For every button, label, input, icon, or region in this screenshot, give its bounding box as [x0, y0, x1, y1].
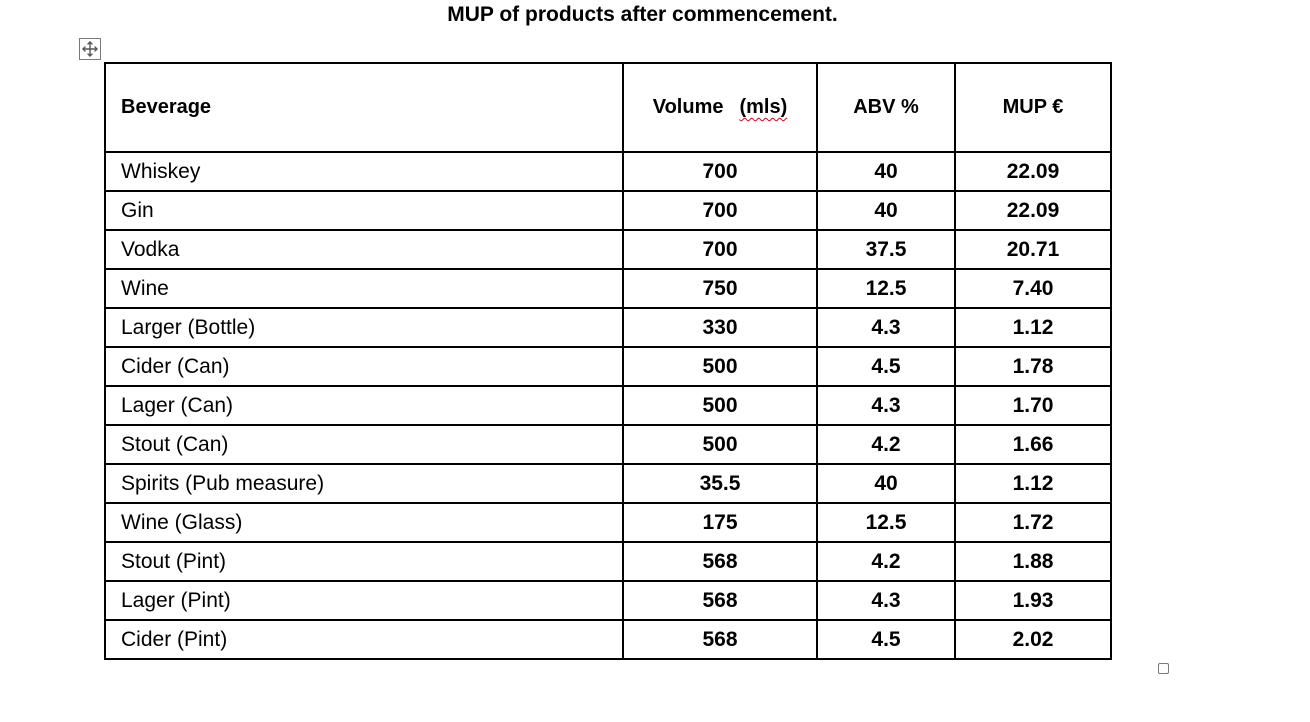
cell-abv[interactable]: 40 [816, 151, 956, 192]
cell-volume[interactable]: 700 [622, 229, 818, 270]
header-mup[interactable]: MUP € [954, 62, 1112, 153]
cell-beverage[interactable]: Spirits (Pub measure) [104, 463, 624, 504]
cell-beverage[interactable]: Cider (Pint) [104, 619, 624, 660]
table-row: Cider (Can) 500 4.5 1.78 [104, 346, 1112, 387]
cell-volume[interactable]: 700 [622, 190, 818, 231]
table-header-row: Beverage Volume (mls) ABV % MUP € [104, 62, 1112, 153]
cell-mup[interactable]: 1.93 [954, 580, 1112, 621]
cell-beverage[interactable]: Larger (Bottle) [104, 307, 624, 348]
table-row: Spirits (Pub measure) 35.5 40 1.12 [104, 463, 1112, 504]
cell-abv[interactable]: 12.5 [816, 268, 956, 309]
cell-volume[interactable]: 500 [622, 385, 818, 426]
cell-abv[interactable]: 40 [816, 190, 956, 231]
cell-mup[interactable]: 1.70 [954, 385, 1112, 426]
document-title: MUP of products after commencement. [447, 3, 838, 26]
cell-beverage[interactable]: Wine [104, 268, 624, 309]
table-body: Whiskey 700 40 22.09 Gin 700 40 22.09 Vodka 700 37… [104, 151, 1112, 660]
table-row: Lager (Pint) 568 4.3 1.93 [104, 580, 1112, 621]
cell-volume[interactable]: 500 [622, 346, 818, 387]
cell-mup[interactable]: 7.40 [954, 268, 1112, 309]
cell-volume[interactable]: 568 [622, 541, 818, 582]
header-volume-word: Volume [652, 96, 724, 118]
cell-beverage[interactable]: Lager (Pint) [104, 580, 624, 621]
cell-abv[interactable]: 4.3 [816, 580, 956, 621]
cell-mup[interactable]: 22.09 [954, 151, 1112, 192]
cell-beverage[interactable]: Whiskey [104, 151, 624, 192]
cell-abv[interactable]: 4.3 [816, 385, 956, 426]
cell-volume[interactable]: 750 [622, 268, 818, 309]
cell-beverage[interactable]: Cider (Can) [104, 346, 624, 387]
cell-abv[interactable]: 4.3 [816, 307, 956, 348]
cell-beverage[interactable]: Vodka [104, 229, 624, 270]
table-row: Whiskey 700 40 22.09 [104, 151, 1112, 192]
cell-volume[interactable]: 175 [622, 502, 818, 543]
cell-volume[interactable]: 35.5 [622, 463, 818, 504]
cell-abv[interactable]: 40 [816, 463, 956, 504]
table-row: Wine 750 12.5 7.40 [104, 268, 1112, 309]
table-row: Stout (Can) 500 4.2 1.66 [104, 424, 1112, 465]
cell-volume[interactable]: 500 [622, 424, 818, 465]
cell-mup[interactable]: 1.88 [954, 541, 1112, 582]
cell-abv[interactable]: 4.5 [816, 346, 956, 387]
table-move-handle-icon[interactable] [79, 38, 101, 60]
cell-abv[interactable]: 4.2 [816, 424, 956, 465]
cell-mup[interactable]: 1.78 [954, 346, 1112, 387]
cell-mup[interactable]: 1.66 [954, 424, 1112, 465]
cell-mup[interactable]: 1.72 [954, 502, 1112, 543]
cell-beverage[interactable]: Stout (Pint) [104, 541, 624, 582]
cell-mup[interactable]: 2.02 [954, 619, 1112, 660]
header-volume[interactable]: Volume (mls) [622, 62, 818, 153]
cell-beverage[interactable]: Gin [104, 190, 624, 231]
table-row: Lager (Can) 500 4.3 1.70 [104, 385, 1112, 426]
table-resize-handle-icon[interactable] [1158, 663, 1169, 674]
cell-mup[interactable]: 1.12 [954, 307, 1112, 348]
cell-mup[interactable]: 20.71 [954, 229, 1112, 270]
cell-volume[interactable]: 700 [622, 151, 818, 192]
table-row: Gin 700 40 22.09 [104, 190, 1112, 231]
cell-beverage[interactable]: Stout (Can) [104, 424, 624, 465]
cell-volume[interactable]: 330 [622, 307, 818, 348]
cell-volume[interactable]: 568 [622, 619, 818, 660]
cell-mup[interactable]: 22.09 [954, 190, 1112, 231]
table-row: Wine (Glass) 175 12.5 1.72 [104, 502, 1112, 543]
cell-abv[interactable]: 4.5 [816, 619, 956, 660]
cell-abv[interactable]: 12.5 [816, 502, 956, 543]
table-row: Stout (Pint) 568 4.2 1.88 [104, 541, 1112, 582]
header-beverage[interactable]: Beverage [104, 62, 624, 153]
cell-volume[interactable]: 568 [622, 580, 818, 621]
cell-beverage[interactable]: Lager (Can) [104, 385, 624, 426]
cell-beverage[interactable]: Wine (Glass) [104, 502, 624, 543]
table-row: Cider (Pint) 568 4.5 2.02 [104, 619, 1112, 660]
cell-mup[interactable]: 1.12 [954, 463, 1112, 504]
table-row: Vodka 700 37.5 20.71 [104, 229, 1112, 270]
cell-abv[interactable]: 37.5 [816, 229, 956, 270]
header-abv[interactable]: ABV % [816, 62, 956, 153]
table-row: Larger (Bottle) 330 4.3 1.12 [104, 307, 1112, 348]
header-volume-unit: (mls) [739, 96, 788, 118]
move-arrows-icon [82, 41, 98, 57]
cell-abv[interactable]: 4.2 [816, 541, 956, 582]
mup-table: Beverage Volume (mls) ABV % MUP € Whiskey… [104, 62, 1112, 660]
